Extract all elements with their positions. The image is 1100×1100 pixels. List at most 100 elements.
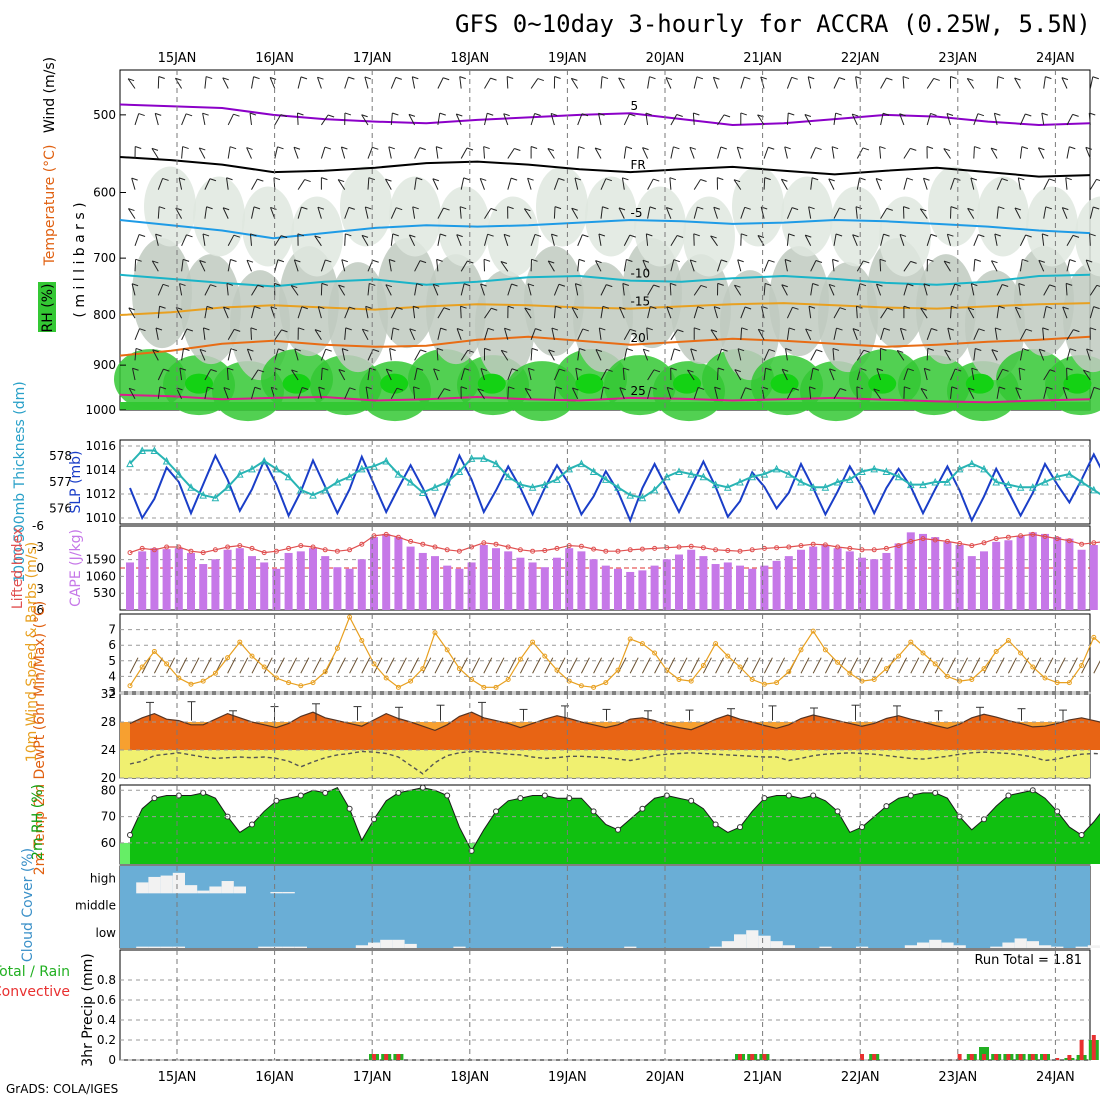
wind-barb-flag	[690, 348, 697, 352]
wind-barb-flag	[314, 329, 322, 333]
wind-barb	[740, 207, 746, 219]
wind-barb-flag	[1089, 233, 1096, 237]
wind-speed-point	[993, 648, 999, 654]
wind-barb-flag	[832, 347, 840, 351]
wind-barb-flag	[501, 349, 508, 353]
wind-barb	[810, 147, 817, 159]
rh-max-patch	[185, 373, 213, 394]
wind-barb	[645, 113, 649, 126]
wind-barb	[460, 177, 465, 190]
wind-barb	[577, 146, 580, 159]
wind-barb	[388, 259, 392, 272]
wind-barb-flag	[855, 206, 863, 210]
wind-barb-flag	[623, 367, 630, 371]
wind-barb-flag	[528, 367, 535, 371]
rh-shade-patch	[377, 238, 437, 349]
wind-tick-label: 5	[108, 654, 116, 668]
cloud-cover-bar	[734, 934, 747, 948]
wind-barb	[600, 206, 603, 219]
wind-barb-flag	[534, 233, 542, 237]
rh-shade-patch	[487, 196, 539, 277]
wind-barb-flag	[947, 233, 954, 237]
cape-bar	[1028, 532, 1037, 610]
wind-barb	[785, 348, 788, 361]
wind-barb-flag	[650, 386, 657, 390]
li-point	[127, 550, 133, 556]
wind-barb-flag	[487, 233, 494, 237]
wind-barb-flag	[758, 328, 765, 332]
rh-shade-patch	[683, 196, 735, 277]
wind-barb-flag	[1049, 284, 1056, 288]
cloud-cover-bar	[1014, 938, 1027, 948]
wind-barb-flag	[338, 369, 346, 372]
surface-wind-barb	[1032, 657, 1042, 674]
wind-barb	[996, 206, 999, 219]
isotherm-label: -15	[631, 295, 651, 309]
rh-point	[346, 805, 353, 812]
surface-wind-barb	[141, 657, 151, 674]
cloud-cover-bar	[770, 941, 783, 948]
wind-barb-flag	[408, 113, 416, 117]
cape-bar	[431, 556, 439, 610]
wind-barb	[134, 348, 137, 361]
wind-speed-point	[310, 680, 316, 686]
wind-barb-flag	[230, 348, 238, 352]
wind-barb-flag	[490, 207, 498, 211]
surface-wind-barb	[568, 657, 578, 674]
wind-barb	[833, 233, 837, 246]
cloud-cover-bar	[282, 946, 295, 948]
wind-barb	[971, 368, 975, 381]
precip-convective-bar	[957, 1054, 962, 1060]
surface-wind-barb	[629, 657, 639, 674]
wind-barb-flag	[808, 76, 815, 80]
wind-barb-flag	[626, 259, 633, 262]
wind-barb-flag	[433, 368, 440, 372]
wind-barb-flag	[135, 146, 142, 150]
cape-bar	[797, 549, 805, 610]
wind-barb-flag	[744, 306, 752, 310]
wind-barb-flag	[967, 77, 974, 81]
wind-barb	[344, 306, 350, 319]
wind-barb	[127, 78, 136, 89]
wind-barb	[781, 369, 788, 381]
wind-barb	[413, 386, 416, 399]
li-point	[859, 547, 865, 553]
wind-barb	[227, 234, 235, 247]
wind-barb-flag	[199, 147, 206, 151]
wind-barb-flag	[365, 305, 372, 309]
wind-barb-flag	[280, 114, 287, 118]
wind-barb-flag	[537, 78, 544, 82]
thickness-point	[614, 483, 622, 491]
wind-speed-point	[737, 664, 743, 670]
wind-barb-flag	[503, 113, 510, 117]
wind-barb-flag	[139, 328, 146, 332]
wind-barb-flag	[764, 282, 772, 286]
wind-speed-point	[908, 639, 914, 645]
wind-barb	[622, 283, 625, 296]
wind-barb-flag	[943, 148, 950, 152]
wind-speed-point	[395, 684, 401, 690]
wind-barb	[530, 113, 536, 126]
wind-barb	[157, 178, 164, 190]
wind-barb-flag	[808, 206, 815, 210]
rh-shade-patch	[781, 176, 833, 257]
wind-speed-point	[798, 647, 804, 653]
wind-barb-flag	[689, 146, 697, 150]
wind-barb	[290, 285, 299, 296]
surface-wind-barb	[715, 657, 725, 674]
cape-bar	[760, 565, 769, 610]
wind-barb-flag	[185, 113, 193, 117]
thickness-point	[199, 491, 208, 499]
wind-barb-flag	[741, 233, 748, 237]
wind-barb-flag	[324, 146, 332, 150]
wind-barb-flag	[578, 258, 586, 262]
wind-barb-flag	[291, 369, 298, 373]
wind-barb	[693, 206, 698, 219]
wind-barb	[923, 368, 928, 381]
wind-barb	[570, 78, 579, 89]
temp2m-axis-label: 2m Temp 2m DewPt (6hr Min/Max) (°C)	[32, 601, 48, 876]
rh-point	[151, 795, 158, 802]
thickness-point	[675, 467, 683, 475]
wind-barb	[293, 259, 299, 272]
wind-barb-flag	[768, 146, 775, 150]
